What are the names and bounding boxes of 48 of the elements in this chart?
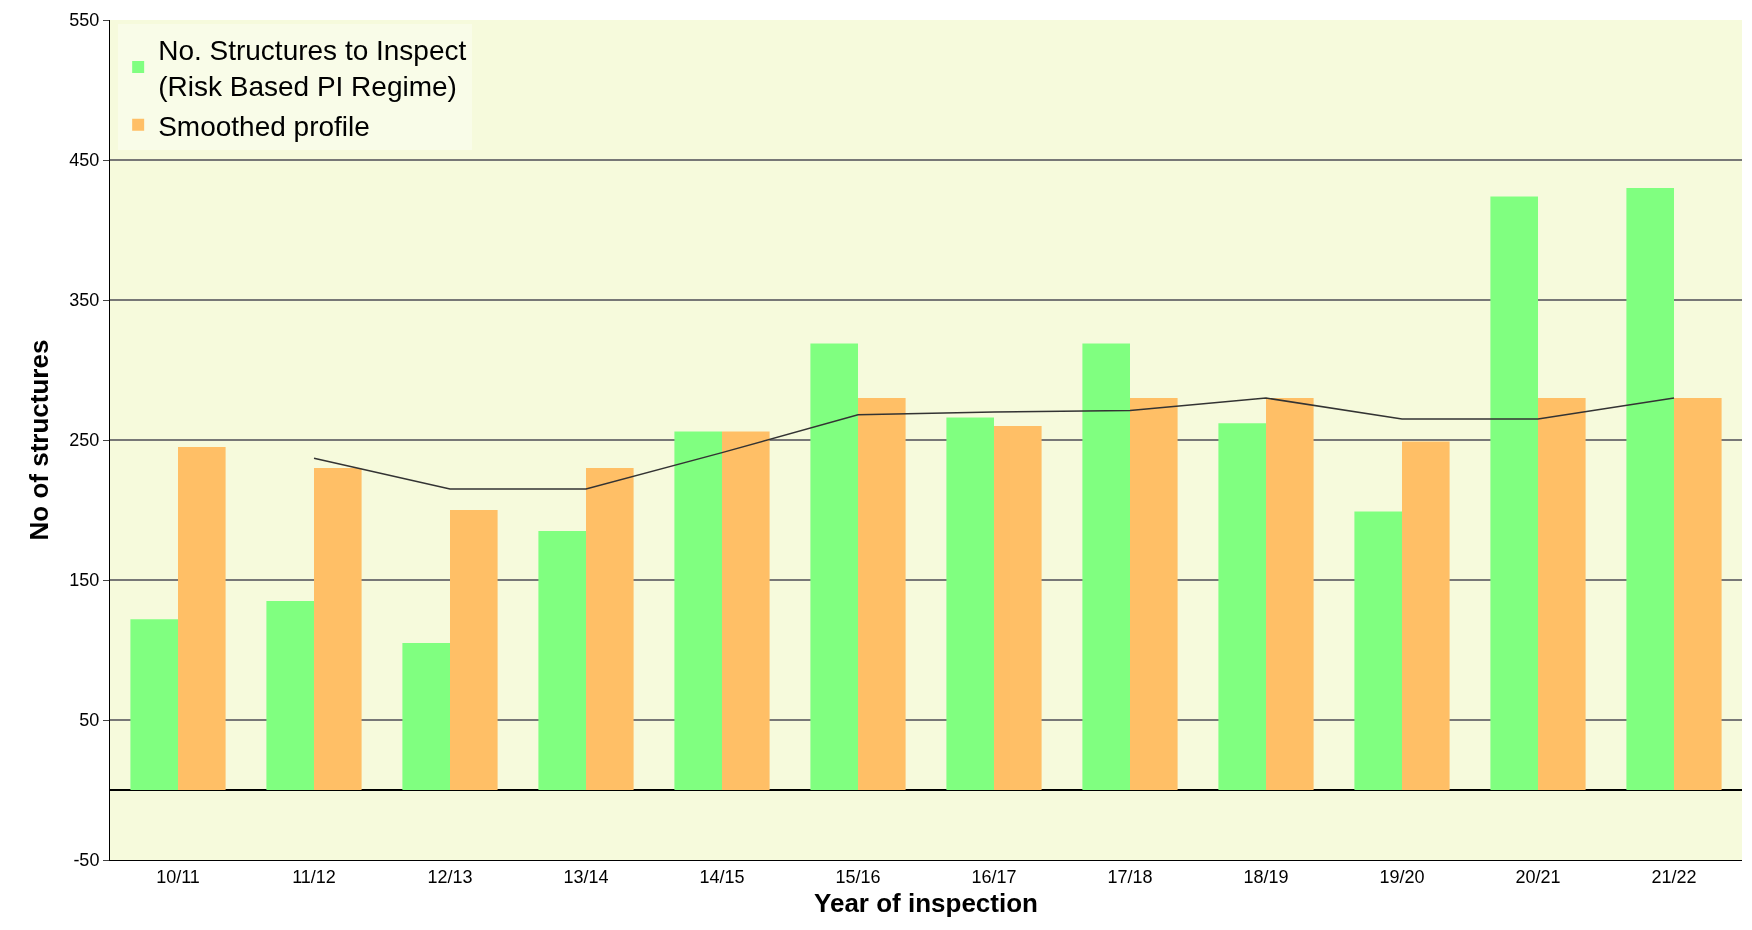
x-tick-label: 17/18 [1107,866,1153,887]
bar [994,426,1042,790]
y-tick-label: 50 [79,710,100,731]
legend-label: Smoothed profile [158,110,370,142]
x-tick-label: 10/11 [156,866,200,887]
bar [1490,196,1538,790]
bar [1674,398,1722,790]
bar [586,468,634,790]
bar [1130,398,1178,790]
bar [722,431,770,790]
y-tick-label: -50 [73,850,100,871]
x-tick-label: 16/17 [971,866,1017,887]
y-tick-label: 350 [69,290,100,311]
bar [1354,511,1402,790]
y-tick-label: 450 [69,150,100,171]
x-axis-title: Year of inspection [814,888,1038,919]
x-tick-label: 20/21 [1515,866,1561,887]
bar [314,468,362,790]
bar [1538,398,1586,790]
x-tick-label: 12/13 [427,866,473,887]
bar [1082,343,1130,790]
legend-label: No. Structures to Inspect (Risk Based PI Regime) [158,34,467,103]
bar [858,398,906,790]
x-tick-label: 19/20 [1379,866,1425,887]
bar [1218,423,1266,790]
bar [1266,398,1314,790]
y-tick-label: 250 [69,430,100,451]
bar [402,643,450,790]
x-tick-label: 21/22 [1651,866,1697,887]
bar [674,431,722,790]
bar [266,601,314,790]
x-tick-label: 13/14 [563,866,609,887]
x-tick-label: 14/15 [699,866,745,887]
bar [946,417,994,790]
bar [538,531,586,790]
y-axis-title: No of structures [24,339,54,541]
x-tick-label: 18/19 [1243,866,1289,887]
y-tick-label: 150 [69,570,100,591]
x-tick-label: 15/16 [835,866,881,887]
x-tick-label: 11/12 [292,866,336,887]
bar [130,619,178,790]
bar [450,510,498,790]
bar [1626,188,1674,790]
bar [178,447,226,790]
y-tick-label: 550 [69,10,100,31]
bar [810,343,858,790]
bar [1402,441,1450,790]
line-series [313,397,1675,490]
